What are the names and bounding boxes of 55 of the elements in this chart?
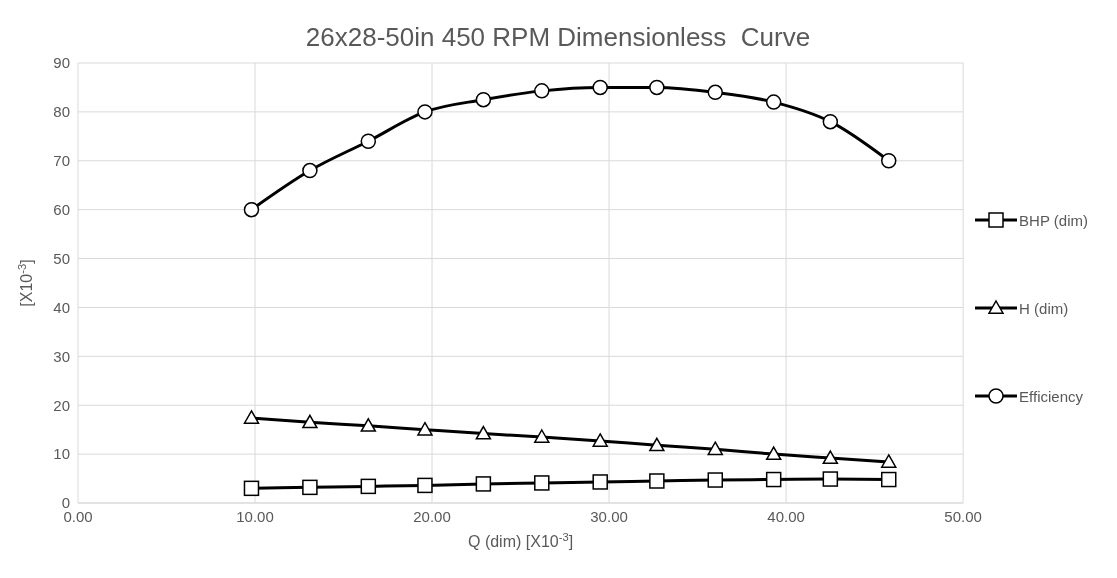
legend-label: H (dim) [1019,299,1069,317]
y-tick-label: 80 [53,103,70,121]
y-tick-label: 50 [53,249,70,267]
point [534,83,550,99]
point [649,437,665,452]
point [534,475,550,491]
point [360,418,377,432]
y-tick-label: 40 [53,298,70,316]
point [475,91,492,108]
point [765,471,782,488]
point [822,113,839,130]
y-tick-label: 30 [53,347,70,365]
legend-label: Efficiency [1019,387,1084,405]
y-tick-label: 60 [53,200,70,218]
x-axis-title: Q (dim) [X10$^{-3}$] [468,531,574,550]
point [243,410,260,424]
point [881,471,897,488]
point [243,201,260,218]
legend-label: BHP (dim) [1019,211,1088,229]
point [475,425,492,440]
point [765,446,782,461]
y-tick-label: 90 [53,54,70,72]
point [592,79,608,96]
point [302,479,318,496]
point [417,477,433,494]
point [649,79,665,96]
x-tick-label: 30.00 [590,507,628,525]
point [302,414,318,429]
x-tick-label: 50.00 [944,507,982,525]
x-tick-label: 40.00 [767,507,805,525]
point [707,441,724,456]
point [822,450,839,465]
point [707,84,724,101]
point [360,478,377,495]
point [592,474,608,490]
point [360,133,377,149]
chart-title: 26x28-50in 450 RPM Dimensionless Curve [304,21,812,53]
y-tick-label: 70 [53,152,70,170]
point [417,104,433,120]
point [707,472,724,488]
point [592,433,608,447]
point [822,471,839,487]
point [417,421,433,436]
point [881,454,897,468]
y-tick-label: 20 [53,396,70,414]
point [649,473,665,489]
point [475,476,492,492]
point [765,94,782,110]
point [881,153,897,169]
x-tick-label: 20.00 [413,507,451,525]
point [534,429,550,443]
y-tick-label: 10 [53,445,70,463]
x-tick-label: 10.00 [236,507,274,525]
point [302,162,318,179]
point [243,480,260,497]
